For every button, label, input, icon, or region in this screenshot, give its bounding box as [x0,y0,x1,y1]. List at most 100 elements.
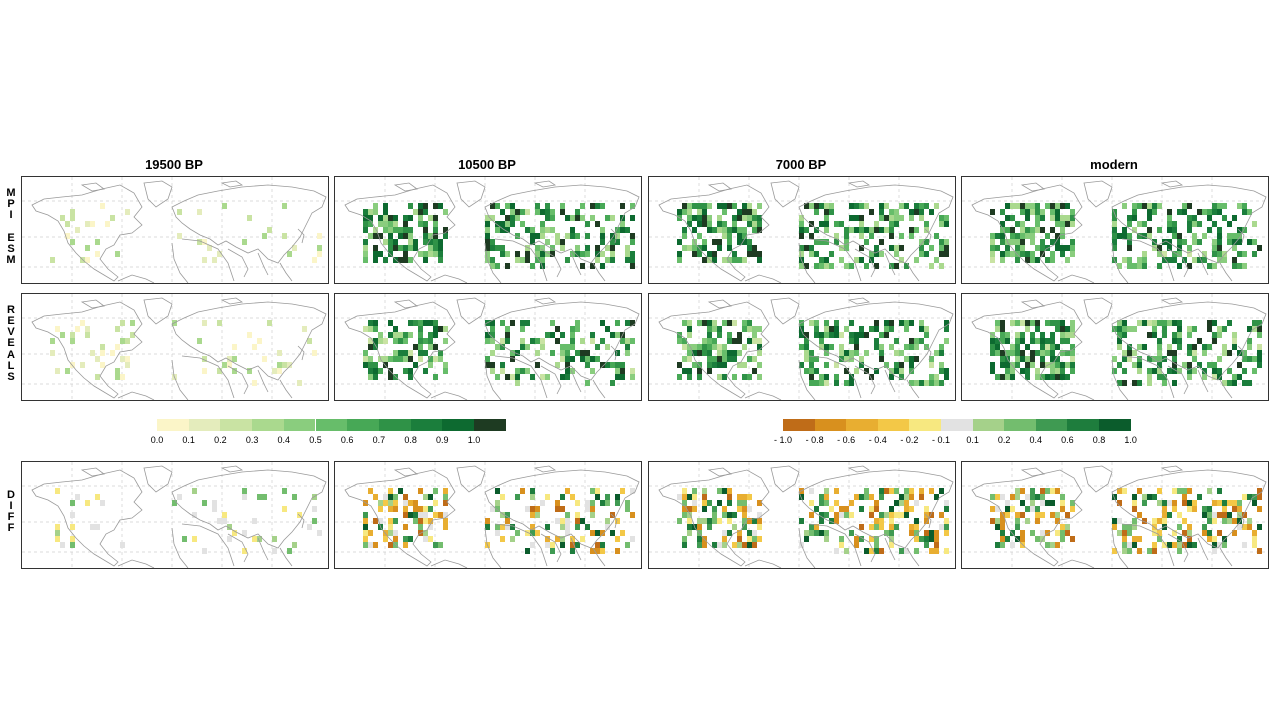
grid-cell [393,326,398,332]
grid-cell [500,338,505,344]
grid-cell [819,257,824,263]
grid-cell [363,362,368,368]
grid-cell [1030,233,1035,239]
grid-cell [929,245,934,251]
grid-cell [1020,203,1025,209]
grid-cell [919,245,924,251]
grid-cell [859,257,864,263]
grid-cell [1132,326,1137,332]
grid-cell [1050,374,1055,380]
grid-cell [490,506,495,512]
grid-cell [904,512,909,518]
grid-cell [894,350,899,356]
grid-cell [368,209,373,215]
grid-cell [1182,530,1187,536]
grid-cell [428,524,433,530]
grid-cell [869,326,874,332]
colorbar-tick-label: 0.4 [277,435,291,445]
grid-cell [565,368,570,374]
grid-cell [80,320,85,326]
grid-cell [277,362,282,368]
grid-cell [1040,362,1045,368]
grid-cell [443,326,448,332]
grid-cell [565,524,570,530]
grid-cell [1257,548,1262,554]
grid-cell [1070,215,1075,221]
grid-cell [929,530,934,536]
grid-cell [615,374,620,380]
grid-cell [95,494,100,500]
grid-cell [1030,350,1035,356]
colorbar-swatch [846,419,878,431]
grid-cell [924,536,929,542]
grid-cell [560,542,565,548]
grid-cell [398,233,403,239]
grid-cell [540,500,545,506]
grid-cell [443,488,448,494]
grid-cell [1117,332,1122,338]
grid-cell [177,233,182,239]
grid-cell [438,257,443,263]
grid-cell [742,494,747,500]
grid-cell [610,233,615,239]
grid-cell [368,338,373,344]
colorbar-swatch [283,419,316,431]
grid-cell [682,368,687,374]
grid-cell [914,257,919,263]
grid-cell [1122,368,1127,374]
grid-cell [1167,221,1172,227]
grid-cell [692,488,697,494]
grid-cell [864,227,869,233]
grid-cell [1207,344,1212,350]
grid-cell [849,320,854,326]
coastline [117,559,155,568]
grid-cell [520,488,525,494]
grid-cell [555,362,560,368]
grid-cell [1055,344,1060,350]
grid-cell [682,506,687,512]
grid-cell [924,332,929,338]
grid-cell [732,374,737,380]
grid-cell [130,320,135,326]
grid-cell [899,350,904,356]
coastline [220,180,244,188]
grid-cell [1025,344,1030,350]
grid-cell [55,530,60,536]
grid-cell [1217,542,1222,548]
grid-cell [408,245,413,251]
grid-cell [418,221,423,227]
grid-cell [1207,227,1212,233]
grid-cell [924,203,929,209]
grid-cell [809,221,814,227]
grid-cell [540,221,545,227]
grid-cell [1152,320,1157,326]
grid-cell [687,512,692,518]
grid-cell [1197,239,1202,245]
grid-cell [1202,524,1207,530]
grid-cell [804,530,809,536]
grid-cell [555,536,560,542]
coastline [592,547,606,567]
grid-cell [535,245,540,251]
grid-cell [799,245,804,251]
grid-cell [1132,542,1137,548]
coastline [808,238,862,282]
grid-cell [403,512,408,518]
grid-cell [697,368,702,374]
grid-cell [682,320,687,326]
coastline [484,527,502,568]
grid-cell [560,209,565,215]
grid-cell [1060,326,1065,332]
grid-cell [1232,215,1237,221]
grid-cell [70,542,75,548]
grid-cell [393,506,398,512]
colorbar-tick-label: 0.9 [436,435,449,445]
grid-cell [687,203,692,209]
grid-cell [393,332,398,338]
colorbar-tick-label: 0.5 [309,435,322,445]
grid-cell [1055,518,1060,524]
grid-cell [1122,524,1127,530]
grid-cell [1112,518,1117,524]
grid-cell [282,362,287,368]
grid-cell [804,227,809,233]
